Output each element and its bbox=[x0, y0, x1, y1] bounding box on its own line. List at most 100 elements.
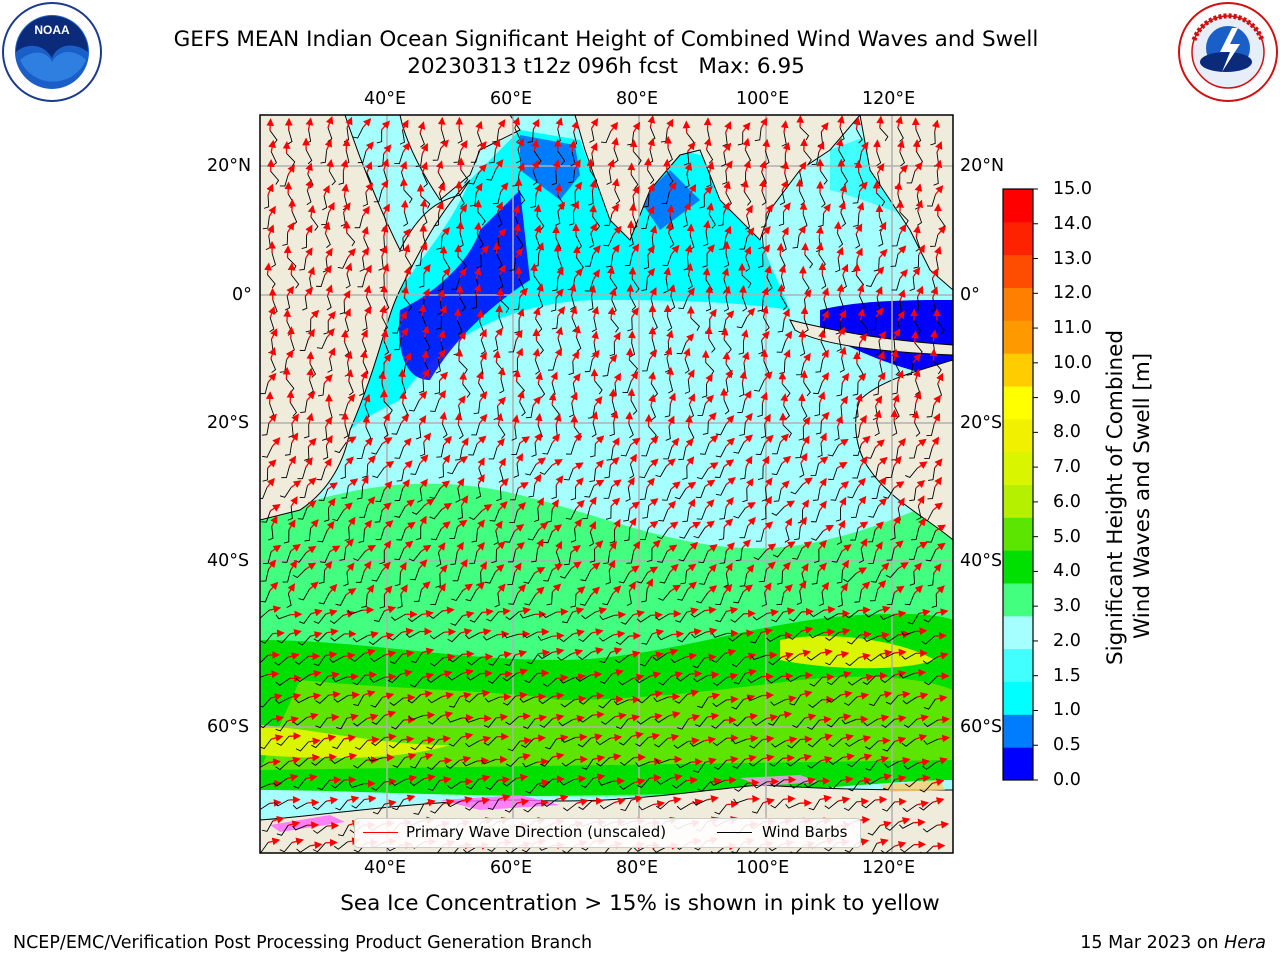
colorbar-swatch bbox=[1003, 648, 1033, 682]
wind-barb bbox=[519, 401, 526, 417]
wave-direction-arrow bbox=[610, 121, 619, 132]
wave-direction-arrow bbox=[437, 349, 446, 360]
wind-barb bbox=[516, 148, 522, 164]
wave-direction-arrow bbox=[648, 393, 656, 406]
wave-direction-arrow bbox=[531, 159, 539, 172]
wave-direction-arrow bbox=[572, 373, 581, 384]
wave-direction-arrow bbox=[550, 371, 558, 383]
wave-direction-arrow bbox=[438, 390, 447, 401]
wind-barb bbox=[459, 296, 467, 312]
wave-direction-arrow bbox=[400, 413, 410, 424]
wave-direction-arrow bbox=[817, 141, 825, 153]
wave-direction-arrow bbox=[722, 201, 730, 214]
wave-direction-arrow bbox=[625, 347, 634, 360]
wave-direction-arrow bbox=[894, 181, 903, 195]
wind-barb bbox=[302, 296, 308, 311]
colorbar-tick-label: 4.0 bbox=[1053, 561, 1081, 582]
wave-direction-legend-label: Primary Wave Direction (unscaled) bbox=[406, 823, 667, 841]
wave-direction-arrow bbox=[266, 477, 275, 488]
wave-direction-arrow bbox=[817, 391, 826, 403]
wave-direction-arrow bbox=[571, 350, 580, 362]
wave-direction-arrow bbox=[876, 162, 885, 174]
wave-direction-arrow bbox=[287, 262, 296, 275]
wind-barb bbox=[282, 232, 289, 246]
wind-barb bbox=[803, 150, 812, 165]
wave-direction-arrow bbox=[912, 266, 921, 278]
wave-direction-arrow bbox=[837, 326, 846, 338]
wave-direction-arrow bbox=[265, 391, 274, 404]
wave-direction-arrow bbox=[760, 348, 769, 362]
wave-direction-arrow bbox=[739, 284, 747, 298]
wind-barb bbox=[792, 235, 800, 249]
wave-direction-arrow bbox=[364, 437, 374, 448]
wave-direction-arrow bbox=[365, 141, 374, 152]
wave-direction-arrow bbox=[707, 462, 719, 470]
wave-direction-arrow bbox=[912, 353, 922, 363]
wave-direction-arrow bbox=[801, 607, 814, 616]
wave-direction-arrow bbox=[439, 480, 451, 489]
wind-barb bbox=[476, 233, 484, 249]
wind-barb bbox=[630, 342, 636, 358]
wave-direction-arrow bbox=[663, 266, 671, 280]
colorbar-swatch bbox=[1003, 550, 1033, 584]
wind-barb bbox=[403, 297, 413, 312]
wave-direction-arrow bbox=[823, 628, 836, 637]
wave-direction-arrow bbox=[455, 284, 464, 298]
wave-direction-arrow bbox=[836, 246, 844, 259]
wave-direction-arrow bbox=[556, 607, 569, 616]
wind-barb bbox=[436, 316, 442, 330]
wave-direction-arrow bbox=[443, 628, 457, 636]
wave-direction-arrow bbox=[802, 416, 811, 428]
colorbar-tick-label: 7.0 bbox=[1053, 457, 1081, 478]
top-lon-label-60e: 60°E bbox=[490, 89, 533, 109]
wind-barb bbox=[776, 340, 786, 353]
wave-direction-arrow bbox=[611, 203, 620, 214]
wave-direction-arrow bbox=[306, 477, 317, 487]
wave-direction-arrow bbox=[453, 308, 462, 321]
wave-direction-arrow bbox=[630, 371, 639, 382]
wave-direction-arrow bbox=[803, 289, 812, 300]
wave-direction-arrow bbox=[383, 144, 392, 155]
colorbar-tick-label: 14.0 bbox=[1053, 213, 1092, 234]
top-lon-label-40e: 40°E bbox=[364, 89, 407, 109]
wave-direction-arrow bbox=[687, 287, 695, 298]
wave-direction-arrow bbox=[690, 758, 703, 766]
wave-direction-arrow bbox=[535, 457, 547, 466]
wave-direction-arrow bbox=[630, 437, 641, 446]
wave-direction-arrow bbox=[439, 371, 449, 382]
wave-direction-arrow bbox=[419, 478, 428, 489]
wave-direction-arrow bbox=[798, 161, 807, 173]
wave-direction-arrow bbox=[378, 371, 387, 384]
wave-direction-arrow bbox=[668, 283, 676, 296]
wind-barb bbox=[852, 466, 862, 479]
wind-barb bbox=[917, 211, 923, 226]
wind-barb bbox=[409, 400, 420, 412]
wave-direction-arrow bbox=[266, 224, 275, 236]
wave-direction-arrow bbox=[932, 412, 941, 425]
wave-direction-arrow bbox=[877, 350, 886, 363]
wave-direction-arrow bbox=[499, 478, 509, 488]
wind-barb bbox=[417, 488, 423, 503]
wave-direction-arrow bbox=[422, 711, 436, 720]
colorbar-tick-label: 5.0 bbox=[1053, 526, 1081, 547]
wave-direction-arrow bbox=[457, 456, 469, 464]
wave-direction-arrow bbox=[305, 117, 314, 130]
wave-direction-arrow bbox=[512, 116, 520, 129]
wind-barb bbox=[415, 253, 422, 267]
wave-direction-arrow bbox=[703, 185, 713, 196]
wind-barb bbox=[316, 468, 326, 481]
wave-direction-arrow bbox=[568, 283, 577, 296]
wave-direction-arrow bbox=[741, 351, 750, 364]
wave-direction-arrow bbox=[647, 205, 655, 217]
wind-barb bbox=[665, 426, 671, 441]
wave-direction-arrow bbox=[306, 412, 314, 425]
wave-direction-arrow bbox=[856, 283, 865, 296]
wave-direction-arrow bbox=[780, 393, 789, 406]
wave-direction-arrow bbox=[418, 303, 427, 317]
wave-direction-arrow bbox=[836, 461, 848, 470]
wave-direction-arrow bbox=[363, 305, 372, 317]
wave-direction-arrow bbox=[916, 285, 924, 298]
wave-direction-arrow bbox=[667, 415, 675, 427]
wave-direction-arrow bbox=[896, 369, 904, 382]
wind-barb bbox=[828, 468, 838, 480]
